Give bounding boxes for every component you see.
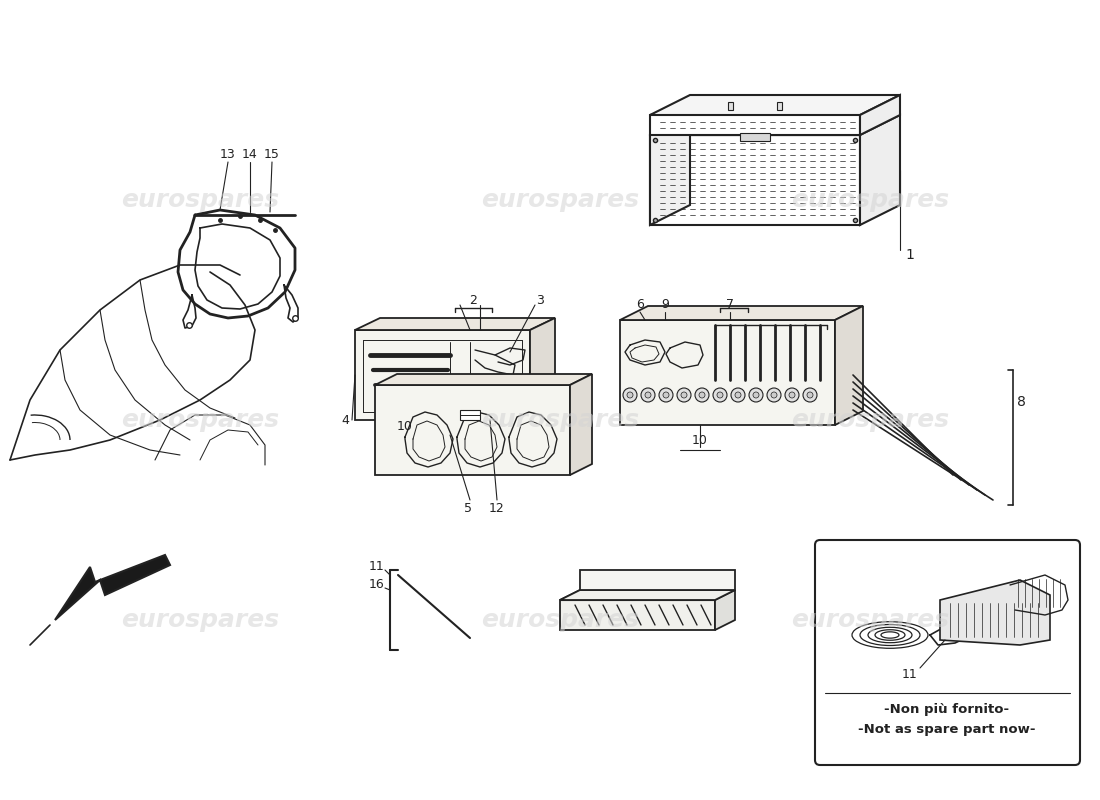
Circle shape <box>713 388 727 402</box>
Polygon shape <box>728 102 733 110</box>
Text: 1: 1 <box>905 248 914 262</box>
Text: 8: 8 <box>1016 395 1025 409</box>
Polygon shape <box>460 410 480 420</box>
Circle shape <box>807 392 813 398</box>
Circle shape <box>803 388 817 402</box>
Circle shape <box>698 392 705 398</box>
Text: 13: 13 <box>220 149 235 162</box>
Circle shape <box>663 392 669 398</box>
Text: eurospares: eurospares <box>791 608 949 632</box>
Text: -Non più fornito-: -Non più fornito- <box>884 703 1010 717</box>
Text: 14: 14 <box>242 149 257 162</box>
Circle shape <box>754 392 759 398</box>
Polygon shape <box>860 115 900 225</box>
Polygon shape <box>355 318 556 330</box>
Polygon shape <box>860 95 900 135</box>
Circle shape <box>645 392 651 398</box>
Polygon shape <box>650 135 860 225</box>
Polygon shape <box>650 100 860 135</box>
Circle shape <box>785 388 799 402</box>
Circle shape <box>732 388 745 402</box>
Polygon shape <box>355 330 530 420</box>
Circle shape <box>623 388 637 402</box>
Text: 4: 4 <box>341 414 349 426</box>
Polygon shape <box>375 385 570 475</box>
Text: 15: 15 <box>264 149 279 162</box>
Text: eurospares: eurospares <box>481 188 639 212</box>
Text: eurospares: eurospares <box>481 408 639 432</box>
Text: eurospares: eurospares <box>791 408 949 432</box>
Circle shape <box>735 392 741 398</box>
Text: 3: 3 <box>536 294 543 307</box>
Polygon shape <box>580 570 735 590</box>
Text: -Not as spare part now-: -Not as spare part now- <box>858 723 1036 737</box>
Polygon shape <box>715 590 735 630</box>
Polygon shape <box>777 102 782 110</box>
Text: 11: 11 <box>368 561 384 574</box>
Text: 11: 11 <box>902 669 917 682</box>
Polygon shape <box>530 318 556 420</box>
Text: eurospares: eurospares <box>481 608 639 632</box>
Circle shape <box>659 388 673 402</box>
Text: eurospares: eurospares <box>121 608 279 632</box>
Polygon shape <box>560 590 735 600</box>
Text: 7: 7 <box>726 298 734 311</box>
Text: eurospares: eurospares <box>121 408 279 432</box>
Polygon shape <box>55 555 170 620</box>
Polygon shape <box>940 580 1050 645</box>
Circle shape <box>789 392 795 398</box>
Text: eurospares: eurospares <box>121 188 279 212</box>
Text: 6: 6 <box>636 298 644 311</box>
Text: 12: 12 <box>490 502 505 514</box>
Text: eurospares: eurospares <box>791 188 949 212</box>
Polygon shape <box>570 374 592 475</box>
Text: 10: 10 <box>692 434 708 446</box>
Polygon shape <box>650 115 900 135</box>
Circle shape <box>749 388 763 402</box>
Polygon shape <box>560 590 735 600</box>
Circle shape <box>627 392 632 398</box>
Polygon shape <box>650 115 690 225</box>
Text: 10: 10 <box>397 419 412 433</box>
FancyBboxPatch shape <box>815 540 1080 765</box>
Circle shape <box>767 388 781 402</box>
Polygon shape <box>375 374 592 385</box>
Text: 16: 16 <box>368 578 384 591</box>
Polygon shape <box>560 600 715 630</box>
Polygon shape <box>740 133 770 141</box>
Text: 2: 2 <box>469 294 477 307</box>
Text: 9: 9 <box>661 298 669 311</box>
Circle shape <box>717 392 723 398</box>
Circle shape <box>771 392 777 398</box>
Text: 5: 5 <box>464 502 472 514</box>
Circle shape <box>681 392 688 398</box>
Polygon shape <box>650 95 900 115</box>
Circle shape <box>695 388 710 402</box>
Polygon shape <box>620 306 864 320</box>
Polygon shape <box>620 320 835 425</box>
Circle shape <box>676 388 691 402</box>
Polygon shape <box>835 306 864 425</box>
Circle shape <box>641 388 654 402</box>
